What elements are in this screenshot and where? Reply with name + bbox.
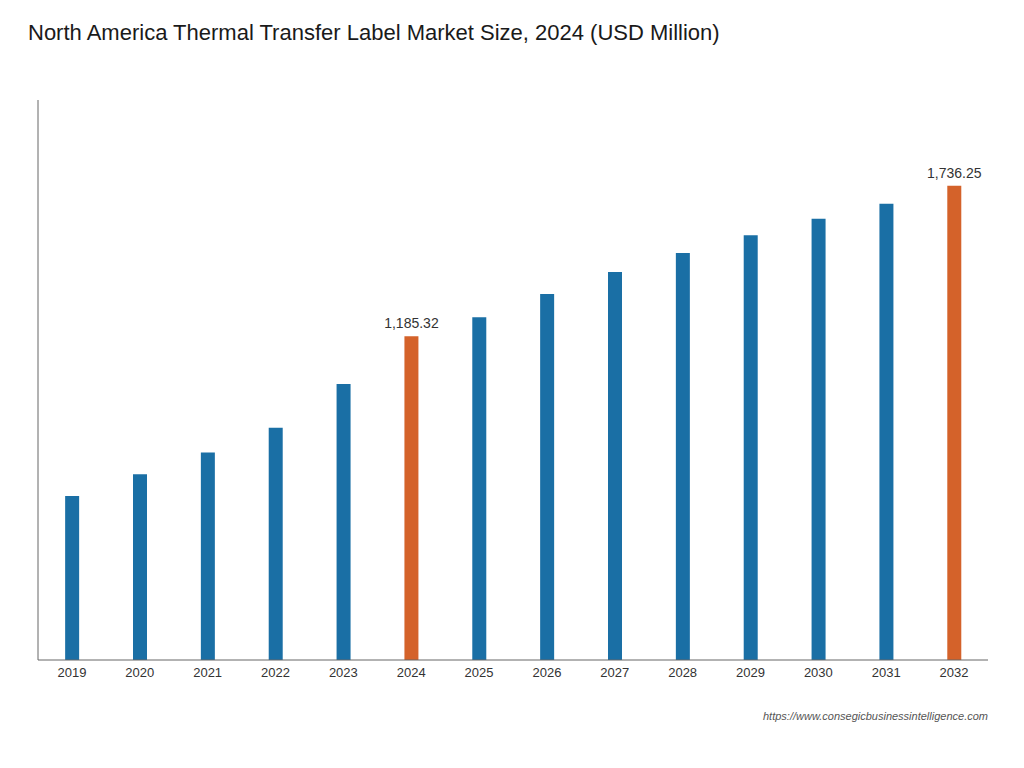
svg-text:2022: 2022	[261, 665, 290, 680]
svg-text:2032: 2032	[940, 665, 969, 680]
svg-text:2026: 2026	[532, 665, 561, 680]
html-text:https://www.consegicbusinessin: https://www.consegicbusinessintelligence…	[763, 710, 988, 722]
svg-text:2027: 2027	[600, 665, 629, 680]
svg-text:2030: 2030	[804, 665, 833, 680]
svg-text:2020: 2020	[125, 665, 154, 680]
svg-text:2024: 2024	[397, 665, 426, 680]
svg-text:2019: 2019	[57, 665, 86, 680]
svg-text:1,185.32: 1,185.32	[384, 315, 439, 331]
svg-text:1,736.25: 1,736.25	[927, 165, 982, 181]
svg-text:2025: 2025	[465, 665, 494, 680]
svg-text:2029: 2029	[736, 665, 765, 680]
svg-text:2021: 2021	[193, 665, 222, 680]
svg-text:2023: 2023	[329, 665, 358, 680]
svg-text:2031: 2031	[872, 665, 901, 680]
html-text:North America Thermal Transfer: North America Thermal Transfer Label Mar…	[28, 20, 720, 45]
svg-text:2028: 2028	[668, 665, 697, 680]
